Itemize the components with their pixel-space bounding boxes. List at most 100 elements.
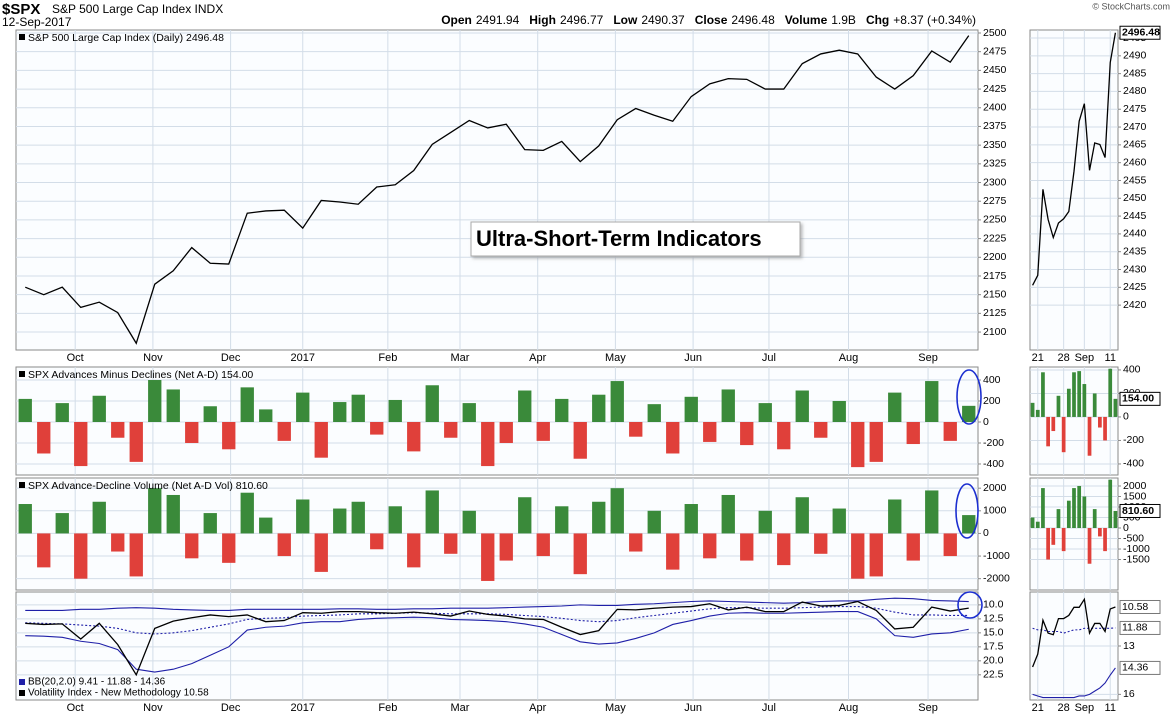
y-tick-label: -400 xyxy=(983,458,1004,470)
bar xyxy=(1051,416,1056,432)
y-tick-label: 2125 xyxy=(983,307,1007,319)
bar xyxy=(129,421,143,462)
bar xyxy=(869,533,883,577)
bar xyxy=(259,409,273,422)
bar xyxy=(851,533,865,579)
panel-label: SPX Advance-Decline Volume (Net A-D Vol)… xyxy=(28,480,268,492)
y-tick-label: 2420 xyxy=(1123,299,1147,311)
y-tick-label: 0 xyxy=(983,416,989,428)
bar xyxy=(1098,416,1102,428)
last-value-box xyxy=(1119,25,1161,40)
y-tick-label: 2490 xyxy=(1123,50,1147,62)
grid xyxy=(16,30,978,350)
y-tick-label: 1500 xyxy=(1123,490,1147,502)
bar xyxy=(925,381,939,422)
bar xyxy=(555,506,569,534)
y-tick-label: 16 xyxy=(1123,688,1135,700)
y-tick-label: 2300 xyxy=(983,176,1007,188)
marks xyxy=(1030,368,1118,456)
quote-value: 2496.48 xyxy=(731,13,775,27)
bar xyxy=(851,421,865,468)
y-tick-label: 2450 xyxy=(1123,192,1147,204)
last-value-label: 810.60 xyxy=(1122,505,1154,517)
y-tick-label: 2450 xyxy=(983,64,1007,76)
bar xyxy=(1041,372,1045,417)
series-line xyxy=(1032,667,1116,699)
y-tick-label: 12.5 xyxy=(983,613,1004,625)
bar xyxy=(203,513,217,534)
y-tick-label: 2445 xyxy=(1123,210,1147,222)
bar xyxy=(499,533,513,561)
x-tick-label: Feb xyxy=(378,702,397,714)
bar xyxy=(259,517,273,534)
x-tick-label: Nov xyxy=(143,702,163,714)
bar xyxy=(444,533,458,554)
x-tick-label: Apr xyxy=(529,702,546,714)
bar xyxy=(148,488,162,534)
quote-label: Chg xyxy=(866,13,889,27)
bar xyxy=(536,421,550,441)
panel-label-swatch xyxy=(19,482,25,488)
y-tick-label: 2225 xyxy=(983,232,1007,244)
series-line xyxy=(1031,597,1116,668)
bar xyxy=(296,392,310,422)
bar xyxy=(814,421,828,438)
last-value-box xyxy=(1119,660,1161,675)
bar xyxy=(1051,528,1056,545)
plot-background xyxy=(1029,29,1119,351)
bar xyxy=(37,421,51,454)
bar xyxy=(518,390,532,422)
bar xyxy=(1041,488,1045,529)
x-tick-label: Dec xyxy=(221,702,241,714)
quote-value: 1.9B xyxy=(831,13,856,27)
bar xyxy=(37,533,51,568)
bar xyxy=(92,501,106,534)
bar xyxy=(296,499,310,534)
bar xyxy=(148,380,162,422)
y-tick-label: 22.5 xyxy=(983,669,1004,681)
bar xyxy=(888,392,902,422)
series-line xyxy=(25,35,970,345)
x-tick-label: Oct xyxy=(67,702,84,714)
bar xyxy=(1103,528,1107,552)
bar xyxy=(18,398,32,422)
bar xyxy=(906,533,920,561)
bar xyxy=(277,421,291,441)
bar xyxy=(1092,509,1097,529)
bar xyxy=(758,403,772,422)
bar xyxy=(92,395,106,422)
x-tick-label: Sep xyxy=(1075,702,1095,714)
bar xyxy=(388,399,402,422)
y-tick-label: 20.0 xyxy=(983,655,1004,667)
bar xyxy=(1077,485,1082,529)
annotation-box xyxy=(470,221,801,257)
bar xyxy=(740,421,754,446)
series-line xyxy=(25,606,969,635)
last-value-box xyxy=(1119,620,1161,635)
bar xyxy=(888,499,902,534)
bar xyxy=(703,421,717,442)
y-tick-label: 2100 xyxy=(983,326,1007,338)
quote-value: 2490.37 xyxy=(641,13,685,27)
bar xyxy=(666,421,680,454)
bar xyxy=(925,490,939,534)
bar xyxy=(1108,368,1113,417)
y-tick-label: 2465 xyxy=(1123,139,1147,151)
bar xyxy=(1056,395,1061,417)
y-tick-label: -1000 xyxy=(1123,543,1150,555)
marks xyxy=(25,35,970,345)
bar xyxy=(610,488,624,534)
bar xyxy=(684,504,698,534)
panel: -400 -200 0 200 400 SPX Advances Minus Declin… xyxy=(15,366,1004,476)
x-tick-label: Mar xyxy=(451,352,470,364)
quote-line: Open 2491.94 High 2496.77 Low 2490.37 Close 249… xyxy=(441,13,976,27)
quote-label: Open xyxy=(441,13,472,27)
x-tick-label: Jul xyxy=(762,702,776,714)
series-line xyxy=(25,600,969,677)
bar xyxy=(1087,416,1092,456)
highlight-ellipse xyxy=(957,591,983,619)
bar xyxy=(518,497,532,534)
bar xyxy=(666,533,680,570)
bar xyxy=(721,389,735,422)
quote-value: 2496.77 xyxy=(560,13,604,27)
